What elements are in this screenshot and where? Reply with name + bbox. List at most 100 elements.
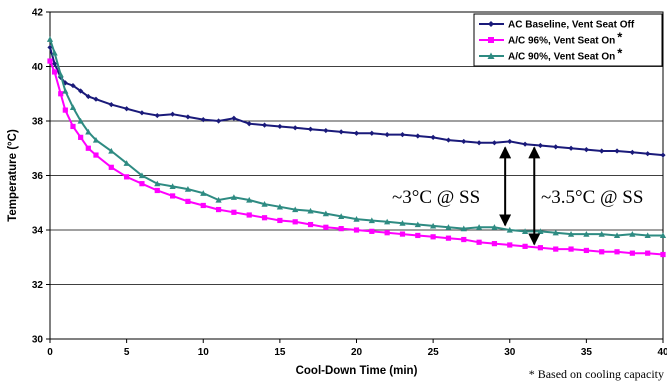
- data-point: [660, 251, 666, 258]
- data-point: [430, 222, 437, 229]
- legend-label-asterisk: *: [617, 46, 623, 61]
- data-point: [230, 194, 237, 200]
- data-point: [460, 225, 467, 232]
- data-point: [338, 213, 345, 219]
- data-point: [430, 134, 436, 140]
- data-point: [353, 216, 360, 222]
- series-line: [49, 60, 664, 256]
- data-point: [261, 215, 268, 221]
- data-point: [660, 152, 666, 158]
- x-tick-label: 25: [428, 347, 440, 358]
- data-point: [85, 145, 91, 151]
- data-point: [276, 203, 283, 210]
- x-tick-label: 5: [124, 347, 130, 358]
- data-point: [583, 147, 589, 153]
- data-point: [645, 151, 651, 157]
- x-tick-label: 15: [274, 347, 286, 358]
- data-point: [430, 234, 436, 240]
- data-point: [70, 123, 76, 130]
- y-tick-label: 38: [32, 117, 44, 128]
- data-point: [322, 210, 329, 217]
- data-point: [476, 140, 482, 146]
- data-point: [277, 217, 283, 224]
- data-point: [170, 111, 176, 117]
- y-tick-label: 40: [32, 62, 44, 73]
- x-axis-ticks: 0 5 10 15 20 25 30 35 40: [47, 339, 667, 358]
- data-point: [476, 239, 482, 245]
- data-point: [613, 232, 621, 239]
- data-point: [307, 207, 314, 214]
- data-point: [323, 127, 329, 134]
- data-point: [292, 206, 299, 213]
- data-point: [644, 232, 651, 239]
- data-point: [85, 93, 91, 100]
- data-point: [261, 122, 268, 128]
- data-point: [70, 82, 76, 89]
- data-point: [368, 217, 375, 224]
- legend-swatch-marker: [488, 21, 494, 27]
- data-point: [246, 121, 252, 127]
- footnote: * Based on cooling capacity: [529, 367, 664, 381]
- y-tick-label: 36: [32, 171, 44, 182]
- x-tick-label: 40: [657, 347, 667, 358]
- data-point: [567, 230, 575, 237]
- data-point: [169, 183, 176, 189]
- data-point: [399, 132, 406, 138]
- data-point: [200, 190, 207, 196]
- data-point: [629, 149, 635, 155]
- data-point: [553, 246, 559, 252]
- data-point: [307, 221, 314, 228]
- data-point: [568, 145, 574, 151]
- data-point: [614, 249, 620, 255]
- data-point: [69, 104, 77, 110]
- annotations: ~3°C @ SS ~3.5°C @ SS: [392, 146, 643, 246]
- data-point: [537, 245, 543, 251]
- data-point: [629, 230, 636, 237]
- data-point: [445, 137, 452, 143]
- x-tick-label: 10: [198, 347, 210, 358]
- data-point: [215, 118, 222, 124]
- data-point: [415, 232, 421, 239]
- data-point: [659, 232, 667, 239]
- data-point: [246, 212, 252, 218]
- data-point: [138, 172, 146, 179]
- data-point: [415, 133, 421, 139]
- data-point: [338, 226, 344, 232]
- gridlines: [50, 66, 663, 285]
- data-point: [323, 224, 329, 230]
- data-point: [307, 126, 314, 132]
- data-point: [51, 61, 58, 67]
- data-point: [108, 164, 114, 170]
- data-point: [553, 144, 559, 150]
- data-point: [645, 250, 651, 256]
- data-point: [108, 147, 115, 154]
- legend-item: AC Baseline, Vent Seat Off: [479, 20, 635, 31]
- data-point: [185, 114, 191, 120]
- data-point: [614, 148, 620, 154]
- data-point: [51, 49, 58, 56]
- data-point: [507, 138, 513, 145]
- data-point: [124, 106, 130, 112]
- annotation-label: ~3.5°C @ SS: [541, 187, 643, 208]
- data-point: [58, 91, 64, 97]
- data-point: [384, 132, 390, 138]
- data-point: [62, 107, 68, 113]
- x-tick-label: 35: [581, 347, 593, 358]
- data-point: [154, 112, 160, 119]
- data-point: [85, 128, 92, 135]
- data-point: [522, 141, 528, 147]
- data-point: [384, 230, 390, 236]
- data-point: [599, 148, 605, 154]
- data-point: [552, 229, 559, 236]
- data-point: [215, 196, 222, 203]
- data-point: [231, 115, 237, 121]
- data-point: [78, 88, 84, 94]
- y-tick-label: 42: [32, 8, 44, 19]
- data-point: [92, 136, 100, 143]
- data-point: [47, 58, 53, 64]
- data-point: [108, 102, 114, 108]
- data-point: [170, 193, 176, 199]
- legend-box: [473, 13, 663, 67]
